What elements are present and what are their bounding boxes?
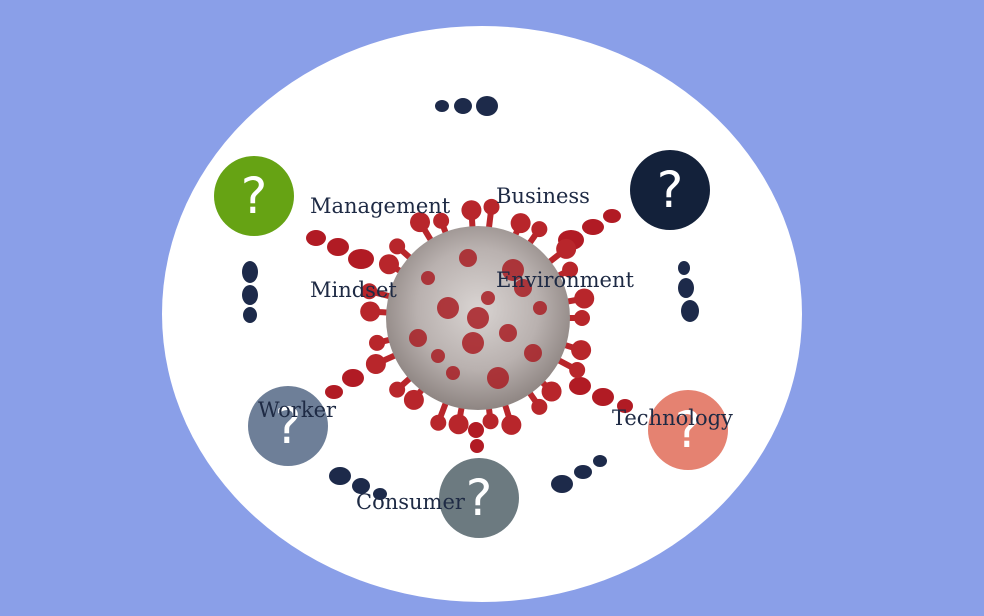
business-question-node: ? [630, 150, 710, 230]
virus-spike-head [483, 198, 500, 215]
technology-label: Technology [612, 348, 733, 488]
management-label: Management Mindset [310, 136, 450, 360]
dark-dots-top [435, 96, 498, 116]
virus-surface-spike [514, 279, 532, 297]
virus-surface-spike [481, 291, 495, 305]
consumer-question-node: ? [439, 458, 519, 538]
virus-spike-head [562, 261, 579, 278]
virus-surface-spike [437, 297, 459, 319]
virus-spike-head [430, 414, 447, 431]
worker-label-line-1: Worker [258, 398, 337, 422]
red-dots-worker [325, 369, 364, 399]
virus-surface-spike [446, 366, 460, 380]
virus-surface-spike [421, 271, 435, 285]
business-label-line-2: Environment [496, 268, 634, 292]
red-dots-management [306, 230, 374, 269]
virus-surface-spike [524, 344, 542, 362]
virus-surface-spike [499, 324, 517, 342]
virus-spike-head [378, 254, 399, 275]
worker-question-node: ? [248, 386, 328, 466]
virus-surface-spike [459, 249, 477, 267]
virus-surface-spike [502, 259, 524, 281]
red-dots-technology [569, 377, 633, 413]
consumer-label: Consumer [356, 432, 465, 572]
management-label-line-1: Management [310, 194, 451, 218]
virus-spike-head [410, 212, 431, 233]
virus-surface-spike [409, 329, 427, 347]
virus-spike-head [389, 238, 406, 255]
red-dots-business [558, 209, 621, 250]
virus-spike-head [482, 413, 499, 430]
worker-label: Worker [258, 340, 336, 480]
virus-spike-head [403, 389, 424, 410]
virus-surface-spike [467, 307, 489, 329]
virus-spike-head [556, 238, 577, 259]
technology-question-node: ? [648, 390, 728, 470]
virus-surface-spike [487, 367, 509, 389]
virus-spike-head [369, 334, 386, 351]
virus-spike-head [461, 200, 482, 221]
virus-spike-head [574, 310, 590, 326]
dark-dots-right [678, 261, 699, 322]
virus-spike-head [531, 221, 548, 238]
virus-spike-head [433, 212, 450, 229]
management-question-node: ? [214, 156, 294, 236]
dark-dots-bottom-left [329, 467, 387, 500]
red-dots-consumer [468, 422, 484, 453]
business-label-line-1: Business [496, 184, 590, 208]
virus-spike-head [448, 414, 469, 435]
dark-dots-bottom-right [551, 455, 607, 493]
virus-surface-spike [431, 349, 445, 363]
technology-label-line-1: Technology [612, 406, 733, 430]
virus-spike-head [571, 340, 592, 361]
virus-surface-spike [533, 301, 547, 315]
dark-dots-left [242, 261, 258, 323]
virus-surface-spike [462, 332, 484, 354]
virus-spike-head [365, 354, 386, 375]
management-label-line-2: Mindset [310, 278, 397, 302]
virus-spike-head [510, 213, 531, 234]
virus-spike-head [574, 288, 595, 309]
consumer-label-line-1: Consumer [356, 490, 465, 514]
virus-spike-head [501, 414, 522, 435]
virus-spike-head [361, 283, 378, 300]
virus-spike-head [541, 381, 562, 402]
virus-spike-head [569, 362, 586, 379]
virus-spike-head [531, 398, 548, 415]
virus-spike-head [389, 381, 406, 398]
business-label: Business Environment [496, 126, 634, 350]
virus-spike-head [360, 301, 381, 322]
